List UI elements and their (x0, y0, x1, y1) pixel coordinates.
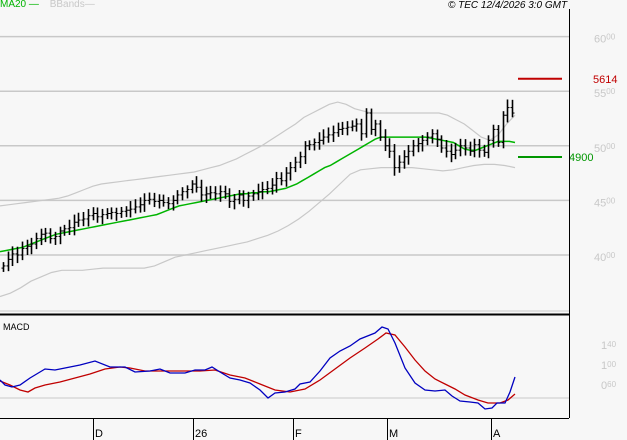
resistance-label: 5614 (593, 74, 617, 86)
macd-title: MACD (3, 322, 30, 332)
bb-lower (0, 163, 516, 298)
x-tick-label: F (295, 428, 302, 440)
macd-tick-sup: 40 (607, 340, 616, 349)
y-tick-label: 4000 (594, 251, 616, 264)
chart-frame (0, 9, 570, 419)
x-tick-label: D (95, 428, 103, 440)
macd-tick-sup: 60 (607, 380, 616, 389)
bb-upper (0, 101, 516, 207)
y-tick-label: 4500 (594, 196, 616, 209)
macd-signal-line (0, 332, 516, 404)
legend-bbands: BBands— (49, 0, 95, 10)
macd-tick-sup: 00 (607, 360, 616, 369)
y-tick-sup: 00 (606, 251, 615, 260)
copyright-timestamp: © TEC 12/4/2026 3:0 GMT (448, 0, 568, 11)
support-resistance-levels: 5614 4900 (518, 74, 617, 164)
y-tick-label: 5500 (594, 87, 616, 100)
y-tick-sup: 00 (606, 142, 615, 151)
macd-tick-label: 060 (601, 380, 617, 392)
macd-panel: MACD (0, 322, 516, 410)
grid-lines (0, 35, 569, 399)
x-axis-labels: D 26 F M A (93, 419, 501, 440)
ohlc-bars (1, 99, 515, 272)
x-tick-label: 26 (195, 428, 207, 440)
macd-tick-label: 100 (601, 360, 617, 372)
legend-ma20: MA20 — (0, 0, 39, 10)
y-tick-label: 6000 (594, 33, 616, 46)
macd-line (0, 326, 516, 410)
chart-legend: MA20 — BBands— (0, 0, 95, 10)
bollinger-bands (0, 101, 516, 298)
x-tick-label: M (389, 428, 398, 440)
y-tick-sup: 00 (606, 196, 615, 205)
x-tick-label: A (493, 428, 501, 440)
y-tick-label: 5000 (594, 142, 616, 155)
y-tick-sup: 00 (606, 87, 615, 96)
y-tick-sup: 00 (606, 33, 615, 42)
macd-tick-label: 140 (601, 340, 617, 352)
ma20-line (0, 136, 516, 253)
support-label: 4900 (569, 152, 593, 164)
ma20-line (0, 136, 516, 253)
